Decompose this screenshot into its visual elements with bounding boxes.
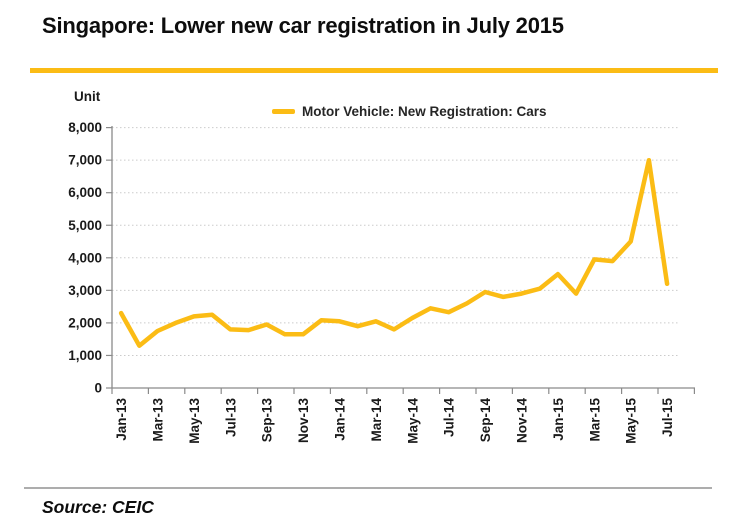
x-axis-tick-label: Mar-15 (587, 398, 602, 442)
x-axis-tick-label: Jan-15 (551, 398, 566, 441)
y-axis-tick-label: 4,000 (68, 250, 102, 265)
x-axis-tick-label: Sep-13 (260, 398, 275, 443)
footer-divider (24, 487, 712, 489)
y-axis-tick-label: 6,000 (68, 185, 102, 200)
x-axis-tick-label: Nov-13 (296, 398, 311, 444)
title-divider (30, 68, 718, 73)
y-axis-tick-label: 5,000 (68, 218, 102, 233)
x-axis-tick-label: Mar-13 (151, 398, 166, 442)
y-axis-tick-label: 2,000 (68, 315, 102, 330)
registration-line-series (118, 157, 670, 348)
legend-label: Motor Vehicle: New Registration: Cars (302, 104, 547, 119)
page-title: Singapore: Lower new car registration in… (42, 13, 564, 38)
x-axis-tick-label: Jan-14 (333, 398, 348, 441)
y-axis-tick-label: 0 (94, 381, 102, 396)
chart-legend: Motor Vehicle: New Registration: Cars (272, 104, 547, 119)
x-axis-tick-label: Jul-15 (660, 398, 675, 438)
x-axis-tick-label: Mar-14 (369, 398, 384, 442)
x-axis-tick-label: Nov-14 (515, 398, 530, 444)
y-axis-tick-label: 1,000 (68, 348, 102, 363)
x-axis-tick-label: May-14 (405, 398, 420, 444)
x-axis-tick-label: May-15 (624, 398, 639, 444)
y-axis-unit-label: Unit (74, 89, 101, 104)
x-axis-tick-label: Jul-13 (223, 398, 238, 438)
y-axis-tick-label: 7,000 (68, 153, 102, 168)
x-axis-tick-label: Sep-14 (478, 398, 493, 443)
y-axis-tick-label: 3,000 (68, 283, 102, 298)
legend-line-swatch (272, 109, 295, 114)
x-axis-tick-label: Jul-14 (442, 398, 457, 438)
x-axis-tick-label: May-13 (187, 398, 202, 444)
source-note: Source: CEIC (42, 497, 154, 517)
y-axis-tick-label: 8,000 (68, 120, 102, 135)
x-axis-tick-label: Jan-13 (114, 398, 129, 441)
